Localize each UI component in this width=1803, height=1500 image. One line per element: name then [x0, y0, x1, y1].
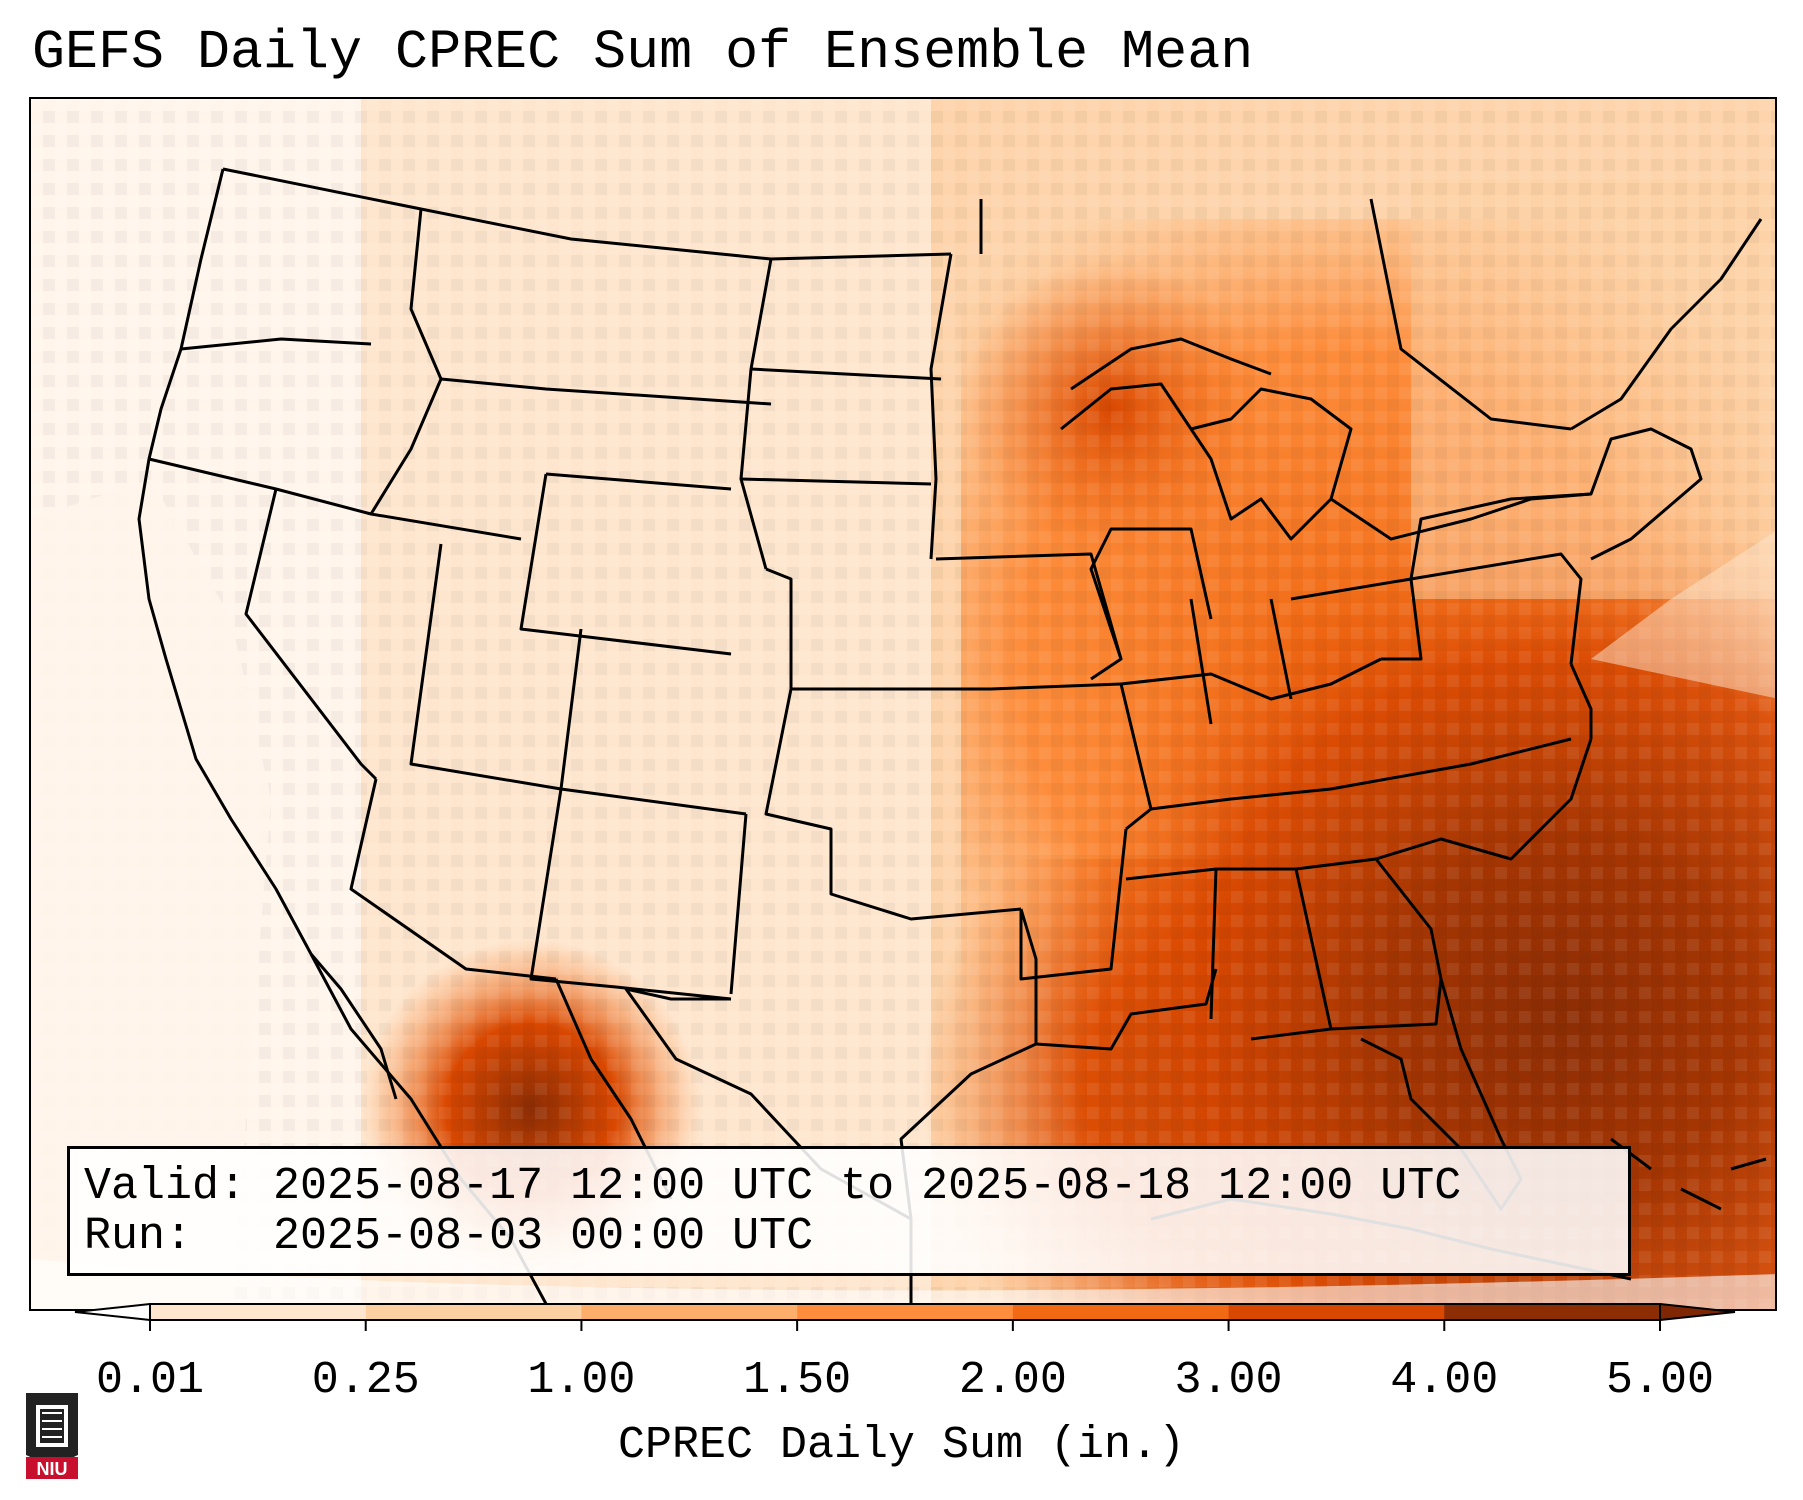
colorbar-segment: [365, 1304, 582, 1320]
colorbar-over-triangle: [1659, 1303, 1736, 1322]
precip-map: [29, 97, 1777, 1311]
state-boundaries: [137, 167, 1767, 1309]
colorbar-segment: [1228, 1304, 1445, 1320]
niu-logo-icon: NIU: [26, 1393, 78, 1479]
colorbar-tick-label: 0.25: [311, 1355, 420, 1406]
colorbar-tick-label: 2.00: [958, 1355, 1067, 1406]
colorbar-label: CPREC Daily Sum (in.): [617, 1420, 1186, 1471]
colorbar-under-triangle: [74, 1303, 151, 1322]
colorbar-outline: [149, 1303, 1661, 1321]
chart-title: GEFS Daily CPREC Sum of Ensemble Mean: [32, 21, 1254, 84]
map-canvas: [31, 99, 1775, 1309]
colorbar-tick-label: 3.00: [1174, 1355, 1283, 1406]
colorbar-segment: [150, 1304, 367, 1320]
valid-time-text: Valid: 2025-08-17 12:00 UTC to 2025-08-1…: [84, 1161, 1462, 1212]
colorbar-tick-label: 0.01: [95, 1355, 205, 1406]
colorbar-tick-label: 4.00: [1390, 1355, 1499, 1406]
colorbar-tick-label: 1.00: [527, 1355, 636, 1406]
colorbar-segment: [1012, 1304, 1230, 1320]
colorbar-segment: [1444, 1304, 1661, 1320]
colorbar-tick-label: 1.50: [743, 1355, 852, 1406]
niu-logo-text: NIU: [37, 1459, 68, 1479]
colorbar-tick-label: 5.00: [1605, 1355, 1715, 1406]
colorbar-segment: [797, 1304, 1014, 1320]
validity-info-box: Valid: 2025-08-17 12:00 UTC to 2025-08-1…: [67, 1146, 1631, 1276]
run-time-text: Run: 2025-08-03 00:00 UTC: [84, 1211, 814, 1262]
colorbar-segment: [581, 1304, 798, 1320]
colorbar: [74, 1303, 1736, 1331]
